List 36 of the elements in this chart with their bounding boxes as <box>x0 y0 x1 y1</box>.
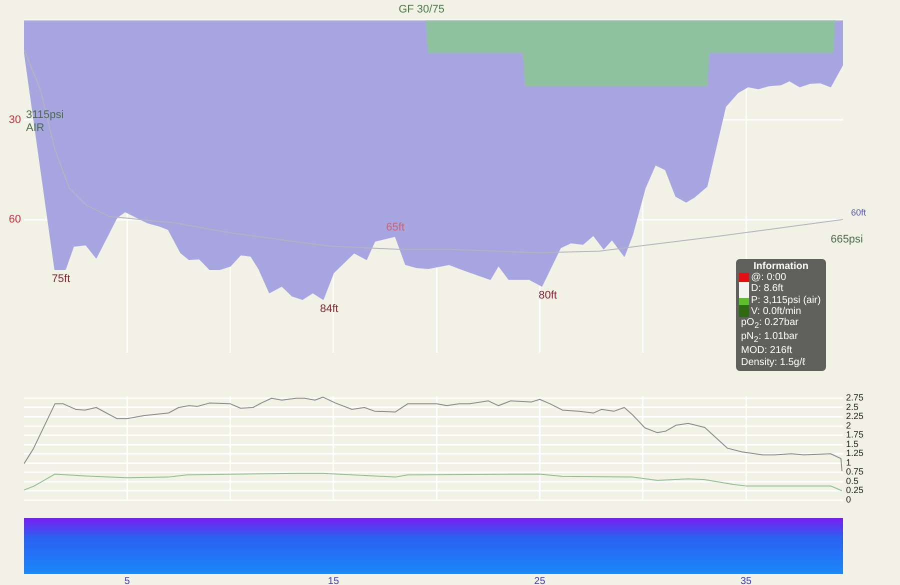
data-label: 80ft <box>538 289 557 302</box>
y2-tick-label: 0.5 <box>846 476 859 486</box>
annotation: P: 3,115psi (air) <box>750 294 822 306</box>
y2-tick-label: 2.5 <box>846 402 859 412</box>
data-label: 75ft <box>52 272 70 285</box>
y2-tick-label: 1 <box>846 457 852 468</box>
data-label: 65ft <box>386 222 405 234</box>
annotation: AIR <box>26 122 44 134</box>
y2-tick-label: 2.25 <box>846 411 864 422</box>
data-label: 84ft <box>320 302 338 315</box>
annotation: @: 0:00 <box>750 272 788 284</box>
x-tick-label: 15 <box>328 576 340 585</box>
data-label: 60ft <box>851 208 867 218</box>
y-tick-label: 60 <box>8 214 21 226</box>
annotation: V: 0.0ft/min <box>750 306 802 318</box>
y2-tick-label: 2.75 <box>846 392 864 403</box>
y2-tick-label: 1.75 <box>846 430 864 440</box>
y2-tick-label: 2 <box>846 420 852 430</box>
text: Density: 1.5g/ℓ <box>740 356 806 368</box>
text: Information <box>752 261 810 272</box>
annotation: pO$_{2}$: 0.27bar <box>740 317 800 332</box>
y2-tick-label: 0.75 <box>846 466 864 477</box>
x-tick-label: 35 <box>740 576 752 585</box>
annotation: D: 8.6ft <box>750 283 784 295</box>
y-tick-label: 30 <box>8 114 21 126</box>
annotation: pN$_{2}$: 1.01bar <box>740 331 799 346</box>
annotation: MOD: 216ft <box>740 345 794 357</box>
chart-title: GF 30/75 <box>398 4 444 16</box>
y2-tick-label: 0 <box>846 494 852 504</box>
x-tick-label: 25 <box>534 576 546 585</box>
y2-tick-label: 1.25 <box>846 448 864 458</box>
y2-tick-label: 1.5 <box>846 438 859 449</box>
x-tick-label: 5 <box>124 576 130 585</box>
annotation: 665psi <box>830 233 863 246</box>
y2-tick-label: 0.25 <box>846 485 864 496</box>
annotation: 3115psi <box>26 108 64 121</box>
